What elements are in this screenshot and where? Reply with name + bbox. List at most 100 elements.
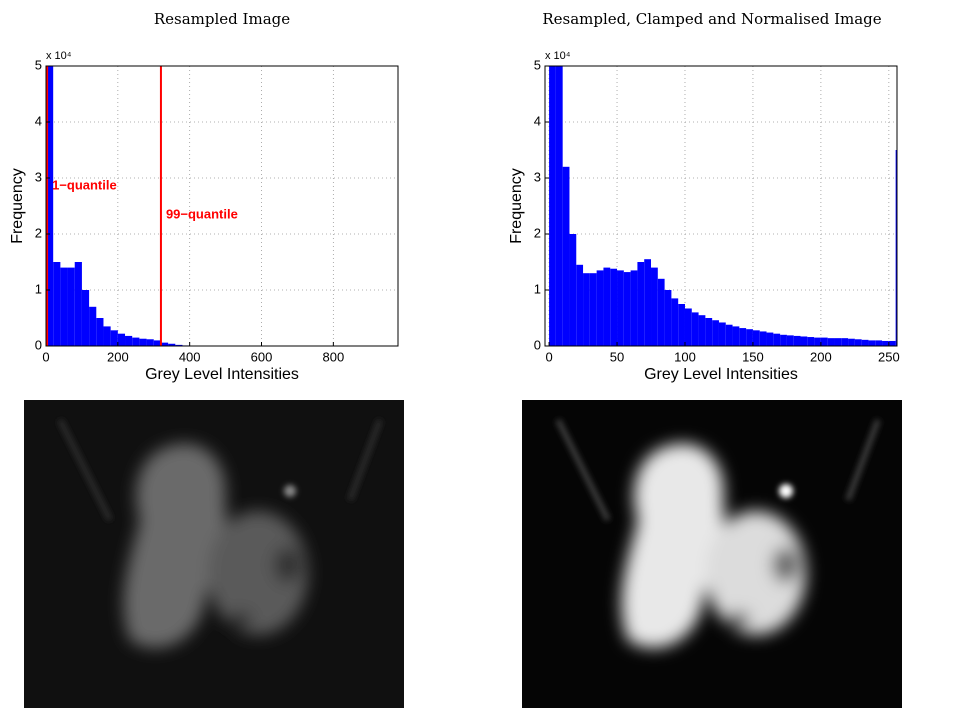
axes-box — [544, 65, 898, 347]
histogram-bar — [678, 304, 685, 346]
x-tick-label: 150 — [742, 349, 764, 364]
histogram-bar — [827, 338, 835, 346]
x-axis-label: Grey Level Intensities — [644, 366, 798, 383]
histogram-bar — [888, 340, 896, 346]
x-tick-label: 600 — [251, 349, 273, 364]
histogram-bar — [786, 335, 794, 346]
histogram-bar — [160, 342, 169, 346]
y-tick-label: 0 — [35, 337, 42, 352]
mri-image-normalised — [522, 400, 902, 708]
plot-area — [46, 66, 398, 346]
histogram-bar — [583, 273, 590, 346]
histogram-bar — [834, 338, 842, 346]
x-tick-label: 250 — [878, 349, 900, 364]
histogram-bar — [46, 66, 54, 346]
histogram-bar — [671, 298, 679, 346]
histogram-bar — [168, 343, 176, 346]
x-tick-label: 50 — [610, 349, 624, 364]
histogram-bar — [96, 318, 104, 346]
histogram-bar — [110, 330, 118, 346]
histogram-bar — [53, 262, 61, 346]
histogram-bar — [81, 290, 90, 346]
histogram-bar — [589, 273, 597, 346]
histogram-bar — [698, 315, 706, 346]
x-tick-label: 0 — [545, 349, 552, 364]
histogram-bar — [684, 308, 692, 346]
histogram-bar — [562, 166, 570, 346]
y-multiplier: x 10⁴ — [545, 50, 571, 62]
histogram-bar — [132, 337, 140, 346]
histogram-bar — [146, 339, 154, 346]
y-tick-label: 3 — [534, 169, 541, 184]
histogram-bar — [644, 259, 652, 346]
histogram-bar — [759, 331, 767, 346]
histogram-bar — [841, 338, 849, 346]
y-multiplier: x 10⁴ — [46, 50, 72, 62]
histogram-bar — [125, 335, 133, 346]
histogram-bar — [814, 337, 821, 346]
histogram-bar — [651, 267, 658, 346]
bars — [549, 66, 897, 346]
histogram-bar — [60, 267, 68, 346]
histogram-bar — [617, 270, 624, 346]
histogram-bar — [848, 338, 855, 346]
histogram-bar — [807, 337, 815, 346]
histogram-bar — [820, 337, 828, 346]
y-axis-label: Frequency — [508, 168, 525, 244]
histogram-bar — [596, 270, 604, 346]
histogram-bar — [89, 306, 97, 346]
x-tick-label: 200 — [107, 349, 129, 364]
histogram-bar — [549, 66, 556, 346]
chart-title: Resampled Image — [154, 10, 290, 28]
mri-image-original — [24, 400, 404, 708]
histogram-bar — [800, 336, 808, 346]
histogram-bar — [793, 335, 801, 346]
histogram-bar — [576, 264, 584, 346]
histogram-bar — [117, 333, 126, 346]
histogram-bar — [739, 328, 747, 346]
histogram-bar — [732, 326, 740, 346]
histogram-bar — [746, 329, 753, 346]
histogram-bar — [725, 324, 733, 346]
y-tick-label: 0 — [534, 337, 541, 352]
histogram-bar — [766, 332, 774, 346]
histogram-bar — [175, 344, 183, 346]
histogram-bar — [103, 326, 111, 346]
histogram-bar — [705, 318, 713, 346]
y-tick-label: 4 — [534, 113, 541, 128]
y-tick-label: 5 — [534, 57, 541, 72]
histogram-bar — [773, 333, 781, 346]
histogram-bar — [780, 334, 787, 346]
quantile-label: 1−quantile — [52, 177, 117, 192]
histogram-bar — [610, 268, 618, 346]
x-tick-label: 200 — [810, 349, 832, 364]
bars — [46, 66, 190, 346]
y-tick-label: 2 — [534, 225, 541, 240]
y-tick-label: 1 — [534, 281, 541, 296]
quantile-label: 99−quantile — [166, 206, 238, 221]
histogram-bar — [67, 267, 75, 346]
x-axis-label: Grey Level Intensities — [145, 366, 299, 383]
histogram-bar — [868, 340, 876, 346]
x-tick-label: 0 — [42, 349, 49, 364]
histogram-bar — [718, 322, 726, 346]
histogram-bar — [861, 339, 869, 346]
histogram-bar — [630, 270, 638, 346]
histogram-bar — [555, 66, 563, 346]
histogram-bar — [603, 267, 611, 346]
y-axis-label: Frequency — [9, 168, 26, 244]
x-tick-label: 100 — [674, 349, 696, 364]
histogram-bar — [664, 290, 672, 346]
x-tick-label: 800 — [322, 349, 344, 364]
histogram-bar — [752, 330, 760, 346]
histogram-bar — [854, 339, 862, 346]
y-tick-label: 1 — [35, 281, 42, 296]
x-tick-label: 400 — [179, 349, 201, 364]
histogram-bar — [895, 150, 897, 346]
chart-title: Resampled, Clamped and Normalised Image — [542, 10, 881, 28]
histogram-bar — [882, 340, 889, 346]
y-tick-label: 3 — [35, 169, 42, 184]
histogram-bar — [691, 312, 699, 346]
histogram-bar — [569, 234, 577, 346]
